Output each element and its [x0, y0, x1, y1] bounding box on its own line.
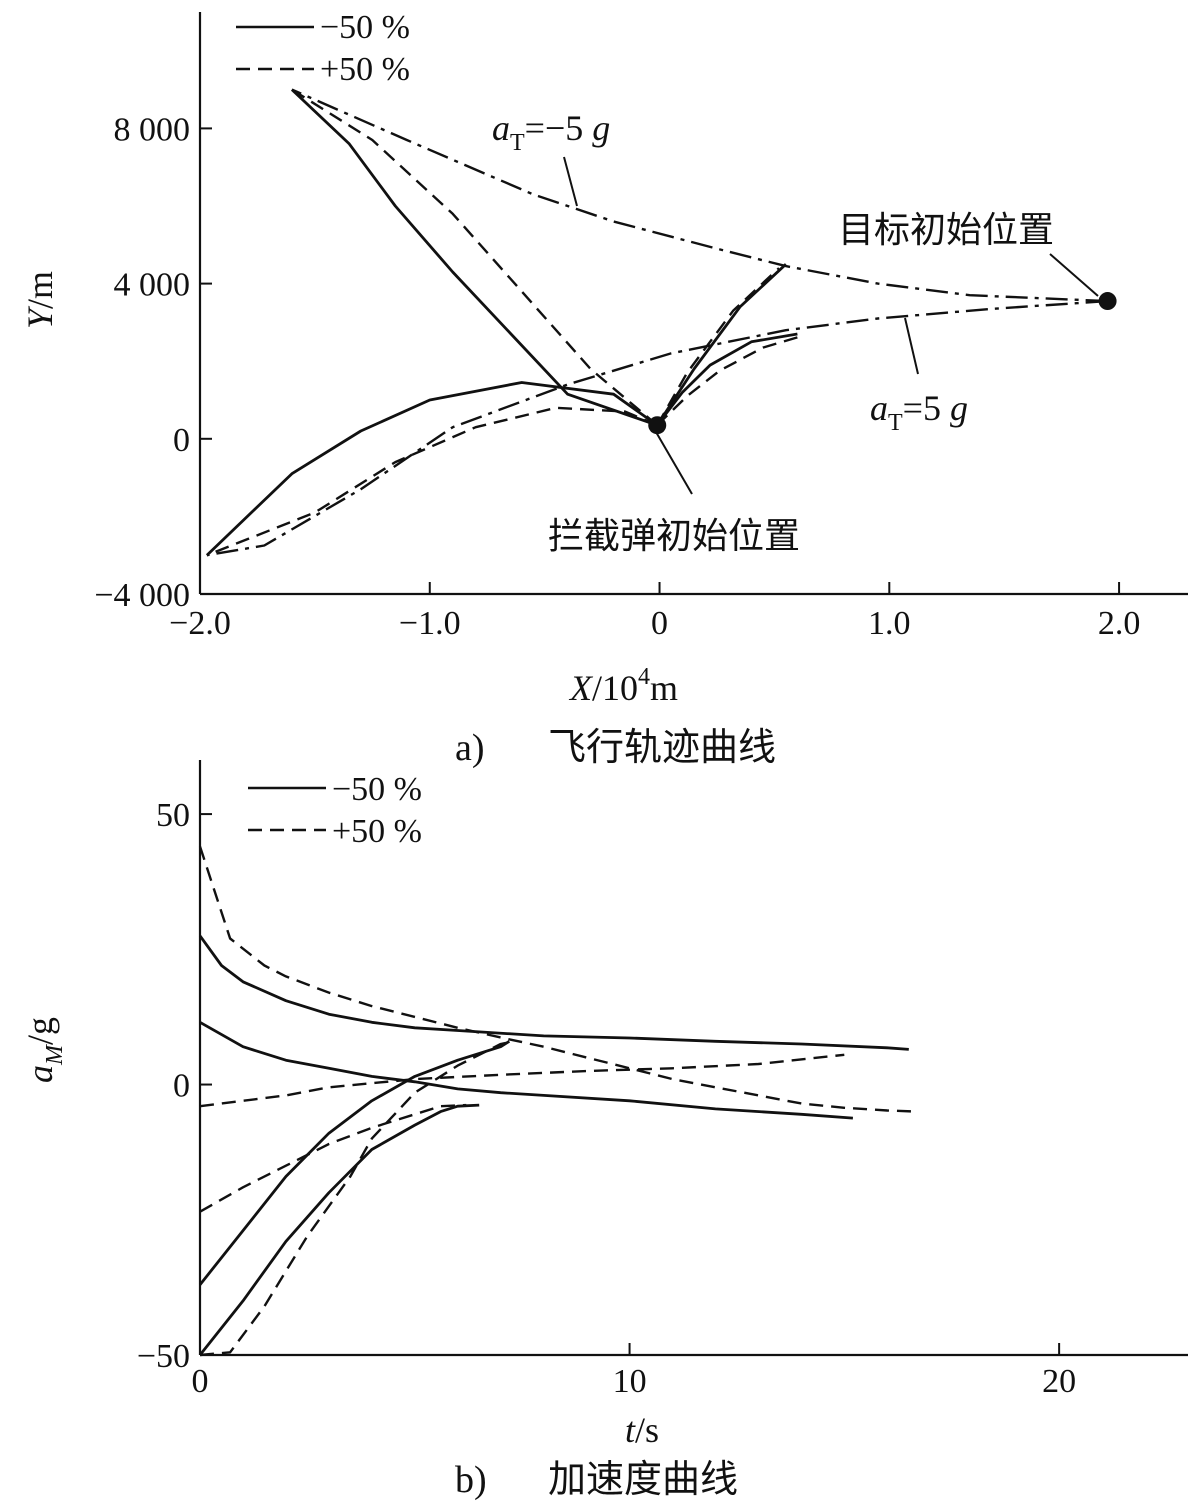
trajectory-y-tick-label: 8 000: [114, 111, 191, 148]
acceleration-x-tick-label: 0: [192, 1363, 209, 1400]
acceleration-axes-frame: [198, 760, 1188, 1357]
legend-label-minus50: −50 %: [320, 9, 410, 46]
trajectory-x-tick-label: −1.0: [399, 605, 461, 642]
acceleration-ylabel: aM/g: [20, 1017, 68, 1083]
trajectory-series-dashdot-0: [291, 88, 1108, 303]
target-leader-line: [1049, 253, 1099, 297]
acceleration-series-solid-3: [198, 1103, 480, 1356]
acceleration-y-tick-label: 0: [173, 1068, 190, 1105]
ylabel-var: Y: [20, 305, 60, 329]
target-start-marker: [1098, 292, 1117, 311]
trajectory-ticks-group: −2.0 −1.0 0 1.0 2.0 −4 000 0 4 000 8 000: [94, 111, 1140, 642]
trajectory-y-tick-label: 4 000: [114, 267, 191, 304]
trajectory-y-tick-label: −4 000: [94, 577, 190, 614]
legend-label-plus50: +50 %: [320, 51, 410, 88]
acceleration-series-solid-0: [198, 934, 909, 1051]
trajectory-legend: −50 % +50 %: [236, 9, 410, 88]
acceleration-subplot-label: b): [455, 1459, 487, 1501]
acceleration-series-dashed-7: [199, 1040, 514, 1357]
legend-label-plus50-b: +50 %: [332, 813, 422, 850]
at-minus5g-leader: [563, 156, 578, 207]
trajectory-series-dashed-7: [656, 267, 780, 426]
trajectory-y-tick-label: 0: [173, 422, 190, 459]
trajectory-subplot-label: a): [455, 727, 485, 769]
acceleration-y-tick-label: −50: [137, 1338, 190, 1375]
trajectory-xlabel: X/104m: [568, 664, 678, 708]
trajectory-ylabel: Y/m: [20, 271, 60, 329]
acceleration-series-group: [198, 846, 918, 1357]
interceptor-start-marker: [648, 416, 667, 435]
trajectory-x-tick-label: −2.0: [169, 605, 231, 642]
acceleration-caption: 加速度曲线: [548, 1459, 738, 1501]
at-plus5g-leader: [904, 317, 919, 375]
acceleration-y-tick-label: 50: [156, 797, 190, 834]
acceleration-legend: −50 % +50 %: [248, 771, 422, 850]
svg-text:Y/m: Y/m: [20, 271, 60, 329]
trajectory-series-group: [205, 88, 1117, 557]
acceleration-series-dashed-6: [199, 1103, 467, 1213]
acceleration-series-solid-1: [199, 1021, 854, 1120]
trajectory-chart: −2.0 −1.0 0 1.0 2.0 −4 000 0 4 000 8 000 −50 % +…: [20, 9, 1188, 769]
target-initial-position-label: 目标初始位置: [838, 210, 1054, 250]
interceptor-initial-position-label: 拦截弹初始位置: [548, 516, 800, 556]
trajectory-x-tick-label: 1.0: [868, 605, 911, 642]
trajectory-caption: 飞行轨迹曲线: [548, 727, 776, 769]
trajectory-series-dashed-5: [206, 406, 658, 557]
acceleration-x-tick-label: 20: [1042, 1363, 1076, 1400]
legend-label-minus50-b: −50 %: [332, 771, 422, 808]
trajectory-series-dashdot-1: [206, 299, 1108, 557]
trajectory-series-dashed-3: [291, 88, 658, 427]
trajectory-x-tick-label: 0: [651, 605, 668, 642]
acceleration-series-solid-2: [198, 1040, 511, 1286]
acceleration-series-dashed-5: [199, 1053, 845, 1108]
trajectory-x-tick-label: 2.0: [1098, 605, 1141, 642]
trajectory-series-dashed-9: [656, 334, 803, 427]
trajectory-series-solid-8: [656, 332, 798, 427]
acceleration-series-dashed-4: [198, 846, 918, 1113]
trajectory-axes-frame: [198, 12, 1188, 596]
trajectory-series-solid-6: [656, 263, 787, 426]
trajectory-series-solid-4: [205, 381, 659, 557]
ylabel-unit: /m: [20, 271, 60, 309]
at-minus5g-label: aT=−5 g: [492, 108, 610, 156]
interceptor-leader-line: [655, 431, 693, 495]
acceleration-xlabel: t/s: [625, 1410, 659, 1450]
svg-text:aM/g: aM/g: [20, 1017, 68, 1083]
at-plus5g-label: aT=5 g: [870, 388, 968, 436]
trajectory-series-solid-2: [290, 88, 658, 427]
acceleration-x-tick-label: 10: [613, 1363, 647, 1400]
